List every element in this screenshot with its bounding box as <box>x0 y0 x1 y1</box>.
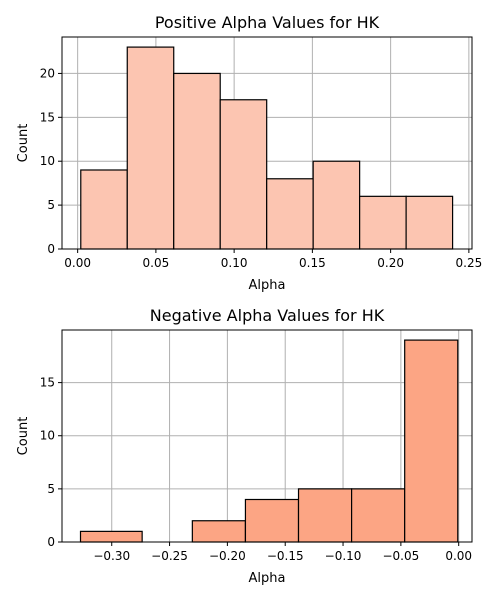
x-tick-label: 0.15 <box>299 256 326 270</box>
x-tick-label: 0.05 <box>143 256 170 270</box>
x-tick-label: 0.10 <box>221 256 248 270</box>
chart-title: Negative Alpha Values for HK <box>150 306 385 325</box>
histogram-bar <box>405 195 454 250</box>
histogram-bar <box>359 195 407 250</box>
y-tick-label: 5 <box>47 198 55 212</box>
y-tick-label: 0 <box>47 535 55 549</box>
histogram-bar <box>219 99 268 250</box>
histogram-bar <box>191 520 247 543</box>
histogram-bar <box>297 488 353 543</box>
x-tick-label: −0.20 <box>209 549 246 563</box>
x-tick-label: −0.15 <box>267 549 304 563</box>
y-tick-label: 10 <box>40 154 55 168</box>
x-axis-label: Alpha <box>249 571 286 586</box>
y-tick-label: 10 <box>40 429 55 443</box>
chart-title: Positive Alpha Values for HK <box>155 13 380 32</box>
histogram-bar <box>79 530 143 543</box>
y-tick-label: 20 <box>40 66 55 80</box>
histogram-bar <box>173 72 221 250</box>
y-tick-label: 0 <box>47 242 55 256</box>
y-axis-label: Count <box>16 124 31 163</box>
x-tick-label: 0.25 <box>456 256 483 270</box>
x-tick-label: −0.30 <box>93 549 130 563</box>
x-tick-label: 0.00 <box>64 256 91 270</box>
x-axis-label: Alpha <box>249 278 286 293</box>
chart-panel-2: −0.30 −0.25 −0.20 −0.15 −0.10 −0.05 0.00 0 5 10 15… <box>16 306 473 586</box>
histogram-bar <box>312 160 361 250</box>
y-tick-label: 5 <box>47 482 55 496</box>
histogram-bar <box>244 498 300 543</box>
x-tick-label: 0.20 <box>377 256 404 270</box>
y-tick-label: 15 <box>40 110 55 124</box>
axes-frame <box>61 36 473 250</box>
histogram-bar <box>351 488 406 543</box>
histogram-bar <box>266 178 314 250</box>
chart-panel-1: 0.00 0.05 0.10 0.15 0.20 0.25 0 5 10 15 20 Positive… <box>16 13 482 293</box>
x-tick-label: −0.05 <box>382 549 419 563</box>
y-axis-label: Count <box>16 417 31 456</box>
histogram-bar <box>80 169 128 250</box>
histogram-bar <box>404 339 459 543</box>
x-tick-label: −0.25 <box>151 549 188 563</box>
y-tick-label: 15 <box>40 376 55 390</box>
x-tick-label: 0.00 <box>445 549 472 563</box>
x-tick-label: −0.10 <box>325 549 362 563</box>
histogram-bar <box>126 46 175 250</box>
